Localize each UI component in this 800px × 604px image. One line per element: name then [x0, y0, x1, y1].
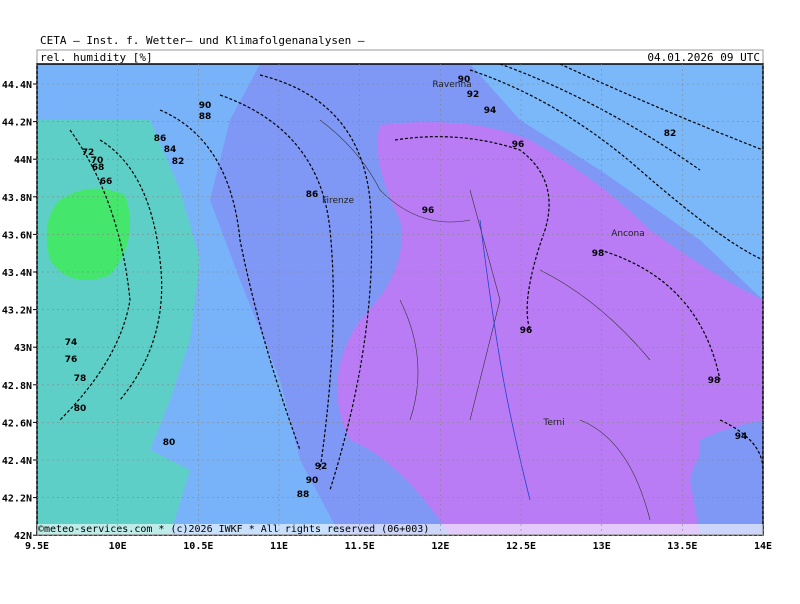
lat-tick-label: 42.4N: [2, 456, 32, 467]
lon-tick-label: 13.5E: [667, 541, 697, 552]
contour-label: 90: [458, 75, 471, 85]
city-label: Firenze: [322, 196, 354, 206]
footer-bar: [37, 524, 763, 535]
city-label: Terni: [542, 418, 564, 428]
contour-label: 96: [422, 206, 435, 216]
contour-label: 84: [164, 145, 177, 155]
contour-label: 82: [172, 157, 185, 167]
city-label: Ravenna: [432, 80, 471, 90]
contour-label: 86: [154, 134, 167, 144]
contour-label: 68: [92, 163, 105, 173]
lon-tick-label: 11.5E: [345, 541, 375, 552]
city-label: Ancona: [611, 229, 645, 239]
contour-label: 96: [512, 140, 525, 150]
lat-tick-label: 42.6N: [2, 418, 32, 429]
lat-tick-label: 43.4N: [2, 268, 32, 279]
contour-label: 70: [91, 156, 104, 166]
lat-tick-label: 44N: [14, 155, 32, 166]
lon-tick-label: 13E: [593, 541, 611, 552]
contour-label: 78: [74, 374, 87, 384]
lat-tick-label: 42.8N: [2, 381, 32, 392]
lat-tick-label: 42N: [14, 531, 32, 542]
contour-label: 92: [467, 90, 480, 100]
lat-tick-label: 42.2N: [2, 494, 32, 505]
lat-tick-label: 43.2N: [2, 306, 32, 317]
lat-tick-label: 43.6N: [2, 230, 32, 241]
lat-tick-label: 43N: [14, 343, 32, 354]
lon-tick-label: 10E: [109, 541, 127, 552]
lon-tick-label: 11E: [270, 541, 288, 552]
contour-label: 80: [163, 438, 176, 448]
footer: ©meteo-services.com * (c)2026 IWKF * All…: [38, 524, 429, 535]
lat-tick-label: 44.2N: [2, 118, 32, 129]
contour-label: 72: [82, 148, 95, 158]
contour-label: 66: [100, 177, 113, 187]
lon-tick-label: 9.5E: [25, 541, 49, 552]
map-field: [37, 64, 763, 535]
contour-label: 90: [199, 101, 212, 111]
variable: rel. humidity [%]: [40, 51, 153, 64]
lat-tick-label: 43.8N: [2, 193, 32, 204]
lon-tick-label: 12E: [431, 541, 449, 552]
lat-tick-label: 44.4N: [2, 80, 32, 91]
contour-label: 94: [484, 106, 497, 116]
contour-label: 86: [306, 190, 319, 200]
contour-label: 74: [65, 338, 78, 348]
contour-label: 96: [520, 326, 533, 336]
model-title: CETA — Inst. f. Wetter— und Klimafolgena…: [40, 34, 365, 47]
contour-label: 88: [297, 490, 310, 500]
contour-label: 82: [664, 129, 677, 139]
contour-label: 90: [306, 476, 319, 486]
contour-label: 98: [708, 376, 721, 386]
contour-label: 94: [735, 432, 748, 442]
contour-label: 88: [199, 112, 212, 122]
lon-tick-label: 10.5E: [183, 541, 213, 552]
lon-tick-label: 14E: [754, 541, 772, 552]
lon-tick-label: 12.5E: [506, 541, 536, 552]
contour-label: 98: [592, 249, 605, 259]
contour-label: 76: [65, 355, 78, 365]
datetime: 04.01.2026 09 UTC: [647, 51, 760, 64]
contour-label: 80: [74, 404, 87, 414]
contour-label: 92: [315, 462, 328, 472]
